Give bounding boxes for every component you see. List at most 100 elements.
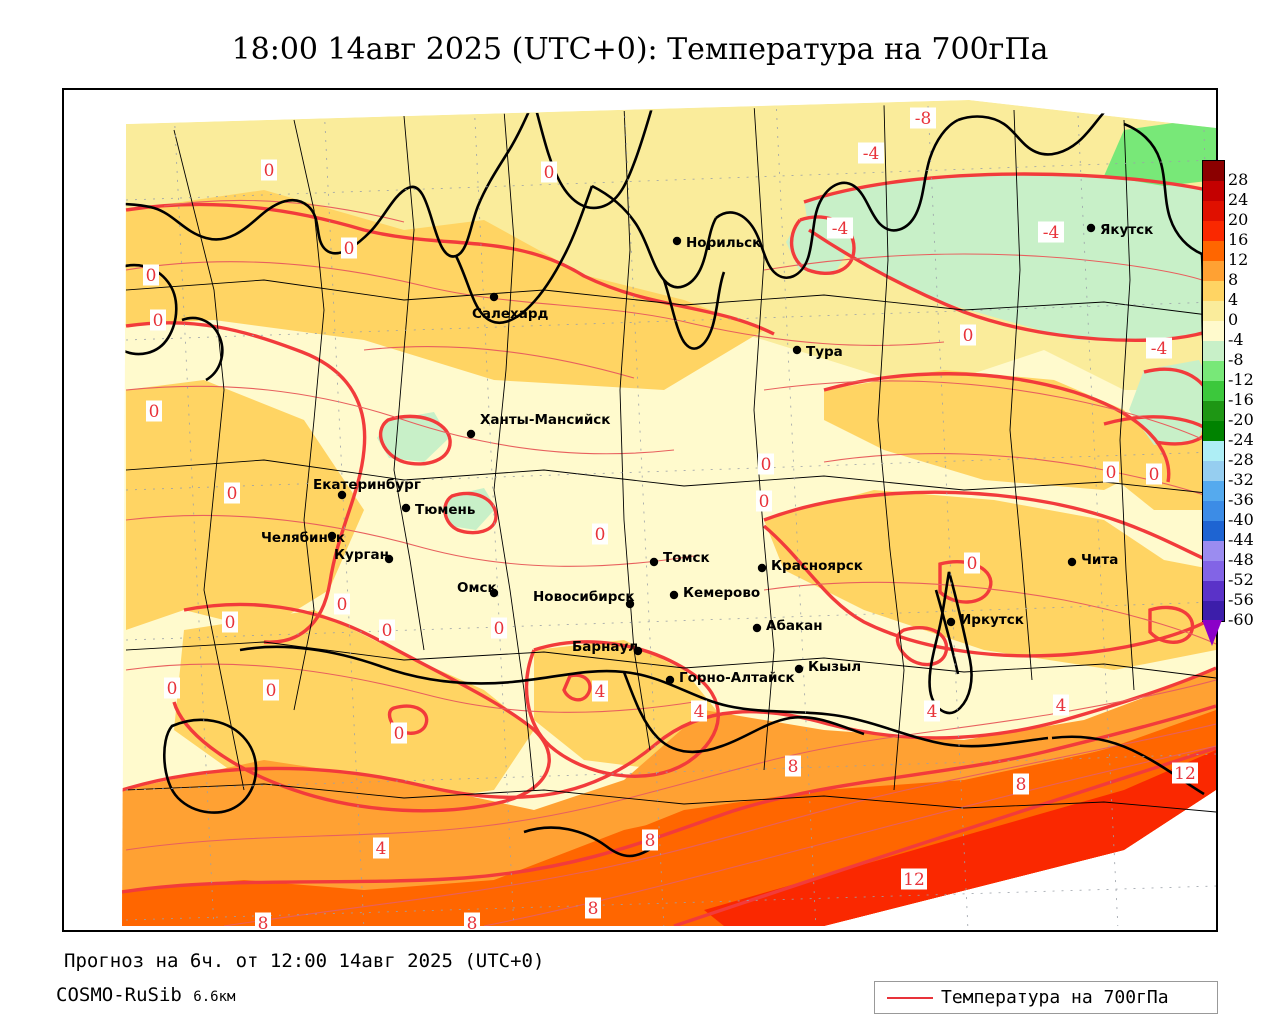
contour-label-bg [464, 912, 480, 930]
temperature-field: Норильск Салехард Тура Якутск Ханты-Мансийск… [64, 90, 1216, 930]
city-marker [625, 599, 635, 609]
contour-value-label: 8 [645, 831, 656, 851]
contour-value-label: -4 [1151, 339, 1168, 359]
contour-label-bg [758, 453, 774, 475]
city-label: Ханты-Мансийск [480, 412, 610, 428]
colorbar[interactable] [1202, 160, 1225, 622]
city-label: Барнаул [572, 639, 638, 655]
colorbar-tick: -28 [1228, 450, 1254, 469]
colorbar-band [1202, 221, 1225, 241]
colorbar-tick-labels: 28 24 20 16 12 8 4 0 -4 -8 -12 -16 -20 -24 -28 -32 -36 -4… [1228, 170, 1278, 630]
city-marker [946, 617, 956, 627]
contour-label-bg [263, 679, 279, 701]
contour-label-bg [222, 611, 238, 633]
contour-label-bg [858, 142, 884, 164]
city-marker [337, 490, 347, 500]
contour-label-layer: 0 0 0 0 0 0 0 -8 -4 -4 -4 -4 0 0 0 0 0 0 0 0 0 0 0 0 0 0 4 4 4 4 4 8 8 12… [143, 107, 1198, 930]
legend: Температура на 700гПа [874, 981, 1218, 1014]
colorbar-band [1202, 421, 1225, 441]
thin-isotherms [125, 199, 1216, 926]
contour-value-label: 0 [225, 613, 236, 633]
contour-value-label: 0 [394, 724, 405, 744]
contour-value-label: 0 [963, 326, 974, 346]
contour-value-label: 0 [167, 679, 178, 699]
colorbar-band [1202, 441, 1225, 461]
city-marker [489, 588, 499, 598]
colorbar-tick: 12 [1228, 250, 1249, 269]
city-label: Челябинск [261, 530, 345, 546]
model-name: COSMO-RuSib [56, 984, 194, 1006]
city-marker [757, 563, 767, 573]
contour-label-bg [491, 617, 507, 639]
city-label: Якутск [1100, 222, 1153, 238]
city-label: Курган [334, 547, 389, 563]
contour-label-bg [224, 482, 240, 504]
colorbar-band [1202, 521, 1225, 541]
colorbar-tick: -8 [1228, 350, 1244, 369]
city-marker [752, 623, 762, 633]
contour-label-bg [901, 868, 927, 890]
colorbar-tick: -44 [1228, 530, 1254, 549]
colorbar-tick: -48 [1228, 550, 1254, 569]
colorbar-tick: 4 [1228, 290, 1239, 309]
city-label: Горно-Алтайск [679, 670, 795, 686]
colorbar-tick: 24 [1228, 190, 1249, 209]
city-marker [1067, 557, 1077, 567]
contour-label-bg [910, 107, 936, 129]
contour-value-label: -8 [915, 109, 932, 129]
contour-label-bg [261, 159, 277, 181]
contour-value-label: 8 [467, 914, 478, 930]
colorbar-tick: 16 [1228, 230, 1249, 249]
contour-label-bg [756, 490, 772, 512]
contour-value-label: 0 [761, 455, 772, 475]
contour-label-bg [691, 700, 707, 722]
contour-label-bg [334, 593, 350, 615]
contour-label-bg [150, 309, 166, 331]
colorbar-band [1202, 501, 1225, 521]
contour-label-bg [1172, 762, 1198, 784]
city-marker [794, 664, 804, 674]
city-label: Чита [1081, 552, 1118, 568]
colorbar-band [1202, 301, 1225, 321]
city-marker [672, 236, 682, 246]
contour-value-label: 0 [1106, 463, 1117, 483]
map-canvas[interactable]: Норильск Салехард Тура Якутск Ханты-Мансийск… [64, 90, 1216, 930]
contour-label-bg [373, 837, 389, 859]
contour-value-label: 8 [1016, 775, 1027, 795]
colorbar-under-arrow [1202, 620, 1222, 646]
contour-value-label: 4 [376, 839, 387, 859]
contour-label-bg [1053, 694, 1069, 716]
contour-label-bg [1038, 221, 1064, 243]
contour-value-label: 0 [337, 595, 348, 615]
colorbar-tick: 8 [1228, 270, 1239, 289]
colorbar-band [1202, 281, 1225, 301]
contour-label-bg [143, 264, 159, 286]
city-label: Кемерово [683, 585, 760, 601]
model-resolution: 6.6км [193, 989, 236, 1005]
colorbar-band [1202, 361, 1225, 381]
colorbar-band [1202, 601, 1225, 622]
contour-value-label: 0 [967, 554, 978, 574]
city-label: Кызыл [808, 659, 861, 675]
admin-borders [125, 104, 1216, 813]
colorbar-tick: -60 [1228, 610, 1254, 629]
contour-label-bg [827, 217, 853, 239]
colorbar-band [1202, 321, 1225, 341]
city-marker [665, 675, 675, 685]
contour-label-bg [924, 700, 940, 722]
map-panel[interactable]: Норильск Салехард Тура Якутск Ханты-Мансийск… [62, 88, 1218, 932]
city-marker [466, 429, 476, 439]
contour-label-bg [164, 677, 180, 699]
colorbar-band [1202, 561, 1225, 581]
colorbar-band [1202, 341, 1225, 361]
colorbar-band [1202, 401, 1225, 421]
legend-line-swatch [887, 996, 933, 999]
contour-value-label: 0 [759, 492, 770, 512]
city-label: Тура [806, 344, 843, 360]
colorbar-tick: -32 [1228, 470, 1254, 489]
page-title: 18:00 14авг 2025 (UTC+0): Температура на… [231, 32, 1049, 67]
city-layer: Норильск Салехард Тура Якутск Ханты-Мансийск… [261, 222, 1153, 686]
contour-value-label: 0 [544, 163, 555, 183]
temperature-bands [122, 100, 1216, 926]
